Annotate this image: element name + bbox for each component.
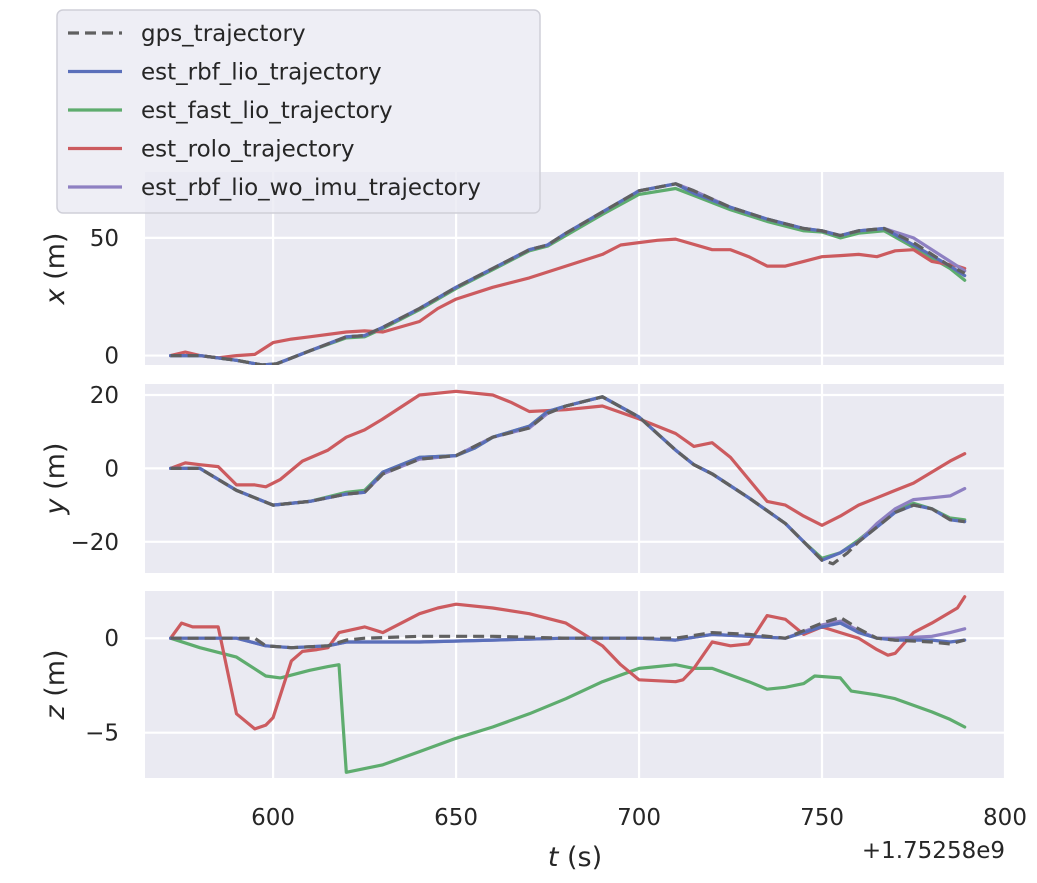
subplots: 0 50 x (m) 20 0 −20 y (m) 0 −5 z (m) bbox=[40, 172, 1007, 778]
y-tick-label: 0 bbox=[104, 626, 119, 652]
y-axis-label: z (m) bbox=[40, 649, 71, 720]
y-axis-unit: (m) bbox=[40, 443, 71, 499]
y-axis-label: x (m) bbox=[40, 233, 71, 306]
y-tick-label: 0 bbox=[104, 344, 119, 370]
x-tick-label: 700 bbox=[617, 805, 661, 831]
legend-label: est_rolo_trajectory bbox=[141, 137, 355, 163]
series-line-est_fast_lio_trajectory bbox=[169, 636, 967, 774]
legend: gps_trajectory est_rbf_lio_trajectory est_… bbox=[56, 9, 541, 214]
y-axis-unit: (m) bbox=[40, 649, 71, 705]
series-group bbox=[169, 389, 967, 566]
series-line-est_rolo_trajectory bbox=[169, 595, 967, 731]
legend-item: est_rolo_trajectory bbox=[68, 137, 355, 163]
x-tick-label: 600 bbox=[251, 805, 295, 831]
y-tick-label: 0 bbox=[104, 456, 119, 482]
legend-box bbox=[56, 9, 541, 214]
x-axis-label: t (s) bbox=[548, 842, 602, 873]
y-tick-label: 20 bbox=[90, 383, 119, 409]
legend-label: est_rbf_lio_trajectory bbox=[141, 60, 382, 86]
series-line-est_rolo_trajectory bbox=[169, 237, 967, 360]
y-tick-label: 50 bbox=[90, 226, 119, 252]
x-axis-unit: (s) bbox=[558, 842, 602, 873]
y-tick-label: −20 bbox=[70, 530, 119, 556]
x-tick-label: 750 bbox=[800, 805, 844, 831]
series-line-gps_trajectory bbox=[170, 182, 966, 365]
x-offset-label: +1.75258e9 bbox=[862, 838, 1005, 864]
subplot-y: 20 0 −20 y (m) bbox=[40, 383, 1007, 573]
plot-area bbox=[145, 591, 1005, 778]
legend-item: est_rbf_lio_wo_imu_trajectory bbox=[68, 175, 481, 201]
x-tick-label: 650 bbox=[434, 805, 478, 831]
series-line-gps_trajectory bbox=[170, 395, 965, 566]
y-axis-unit: (m) bbox=[40, 233, 71, 289]
legend-item: est_fast_lio_trajectory bbox=[68, 98, 393, 124]
y-tick-label: −5 bbox=[85, 721, 119, 747]
legend-item: gps_trajectory bbox=[68, 21, 306, 47]
x-axis-var: t bbox=[548, 842, 560, 873]
legend-label: est_rbf_lio_wo_imu_trajectory bbox=[141, 175, 481, 201]
legend-item: est_rbf_lio_trajectory bbox=[68, 60, 382, 86]
series-group bbox=[169, 595, 967, 774]
legend-label: est_fast_lio_trajectory bbox=[141, 98, 393, 124]
y-axis-var: x bbox=[40, 287, 71, 305]
series-line-gps_trajectory bbox=[170, 615, 966, 650]
x-axis: 600 650 700 750 800 +1.75258e9 t (s) bbox=[251, 805, 1027, 873]
series-line-est_rbf_lio_trajectory bbox=[169, 621, 967, 650]
y-axis-label: y (m) bbox=[40, 443, 71, 516]
legend-label: gps_trajectory bbox=[141, 21, 306, 47]
x-tick-label: 800 bbox=[983, 805, 1027, 831]
y-axis-var: y bbox=[40, 497, 71, 515]
subplot-z: 0 −5 z (m) bbox=[40, 591, 1007, 778]
series-group bbox=[169, 182, 967, 365]
y-axis-var: z bbox=[40, 705, 71, 721]
subplot-x: 0 50 x (m) bbox=[40, 172, 1007, 370]
